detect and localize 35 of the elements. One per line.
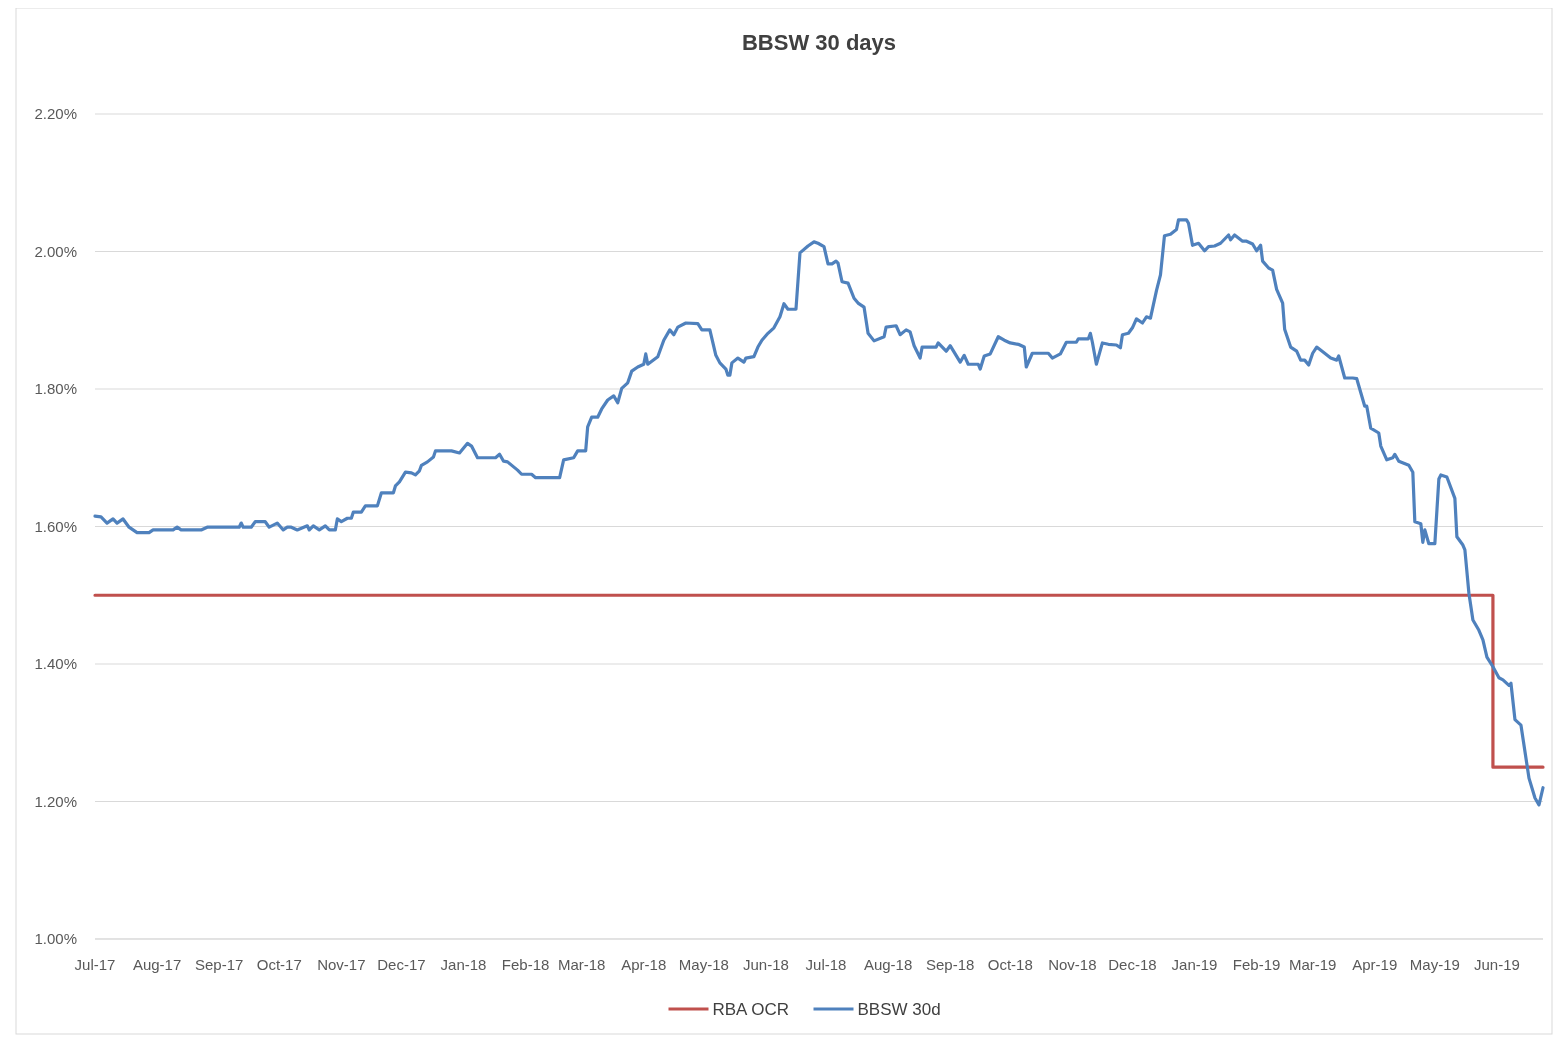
- x-tick-label: Jan-18: [440, 956, 487, 973]
- x-tick-label: Jul-18: [805, 956, 847, 973]
- y-tick-label: 1.80%: [34, 380, 77, 398]
- x-tick-label: Mar-19: [1288, 956, 1337, 973]
- x-tick-label: Apr-18: [621, 956, 667, 973]
- y-tick-label: 1.20%: [34, 792, 77, 810]
- x-tick-label: Aug-17: [132, 956, 182, 973]
- x-tick-label: Jan-19: [1171, 956, 1218, 973]
- x-tick-label: Jun-18: [742, 956, 789, 973]
- x-tick-label: Mar-18: [557, 956, 606, 973]
- y-tick-label: 1.60%: [34, 517, 77, 535]
- y-tick-label: 2.20%: [34, 105, 77, 123]
- x-tick-label: Jul-17: [74, 956, 116, 973]
- x-tick-label: Feb-18: [501, 956, 550, 973]
- x-tick-label: Apr-19: [1352, 956, 1398, 973]
- y-tick-label: 1.40%: [34, 655, 77, 673]
- x-tick-label: Sep-17: [194, 956, 244, 973]
- x-tick-label: Jun-19: [1474, 956, 1520, 973]
- x-tick-label: May-18: [678, 956, 729, 973]
- chart-title: BBSW 30 days: [741, 30, 897, 55]
- x-tick-label: Oct-17: [256, 956, 302, 973]
- line-series: [93, 218, 1545, 807]
- y-tick-label: 1.00%: [34, 930, 77, 948]
- x-tick-label: Aug-18: [863, 956, 913, 973]
- x-tick-label: Nov-17: [317, 956, 366, 973]
- legend-label: BBSW 30d: [857, 999, 941, 1019]
- x-tick-label: Sep-18: [925, 956, 975, 973]
- x-tick-label: Dec-17: [377, 956, 426, 973]
- x-tick-label: Nov-18: [1048, 956, 1097, 973]
- x-tick-label: May-19: [1409, 956, 1460, 973]
- x-tick-label: Feb-19: [1232, 956, 1281, 973]
- legend-label: RBA OCR: [712, 999, 790, 1019]
- x-tick-label: Oct-18: [987, 956, 1033, 973]
- y-tick-label: 2.00%: [34, 242, 77, 260]
- x-tick-label: Dec-18: [1108, 956, 1157, 973]
